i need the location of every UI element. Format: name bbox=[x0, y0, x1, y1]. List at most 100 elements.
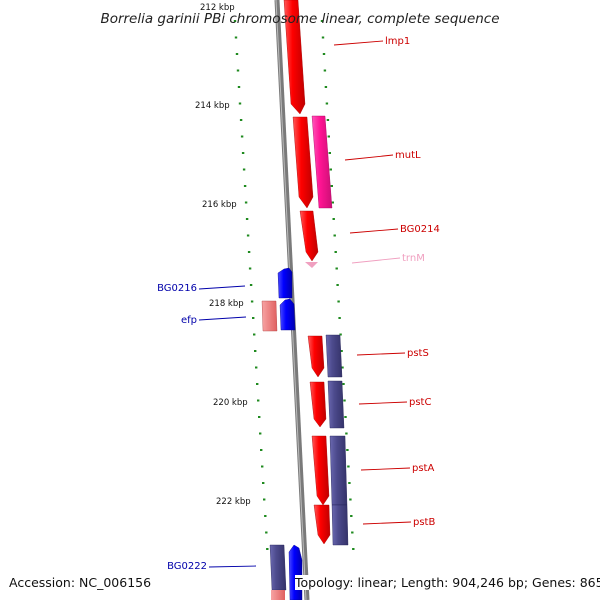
kbp-label-222: 222 kbp bbox=[216, 497, 251, 507]
scale-tick-left bbox=[235, 53, 239, 55]
accession-label: Accession: NC_006156 bbox=[9, 575, 152, 590]
gene-label-BG0214[interactable]: BG0214 bbox=[400, 224, 440, 235]
scale-tick-left bbox=[252, 317, 255, 319]
scale-tick-right bbox=[322, 53, 326, 55]
scale-tick-right bbox=[339, 333, 342, 336]
scale-tick-right bbox=[331, 201, 334, 204]
kbp-label-216: 216 kbp bbox=[202, 200, 237, 210]
gene-pstC-block[interactable] bbox=[309, 380, 345, 429]
gene-BG0214-block[interactable] bbox=[299, 210, 319, 262]
scale-tick-right bbox=[330, 185, 333, 187]
label-connectors bbox=[198, 40, 412, 568]
scale-tick-left bbox=[250, 300, 254, 303]
scale-tick-left bbox=[265, 531, 268, 534]
scale-tick-right bbox=[349, 498, 352, 501]
scale-tick-right bbox=[345, 432, 348, 435]
scale-tick-right bbox=[325, 102, 329, 105]
scale-tick-right bbox=[323, 69, 327, 72]
scale-tick-right bbox=[334, 251, 337, 253]
scale-tick-left bbox=[254, 350, 257, 352]
gene-label-trnM[interactable]: trnM bbox=[402, 253, 425, 264]
scale-tick-left bbox=[242, 168, 246, 171]
scale-tick-left bbox=[243, 185, 247, 187]
scale-tick-left bbox=[255, 366, 258, 369]
topology-summary: Topology: linear; Length: 904,246 bp; Ge… bbox=[295, 575, 600, 590]
gene-trnM-block[interactable] bbox=[305, 262, 318, 268]
scale-tick-left bbox=[253, 333, 256, 336]
gene-pstA-block[interactable] bbox=[311, 435, 348, 506]
scale-tick-left bbox=[234, 36, 238, 39]
scale-tick-left bbox=[233, 20, 237, 22]
scale-tick-left bbox=[236, 69, 240, 72]
gene-label-pstA[interactable]: pstA bbox=[412, 463, 434, 474]
kbp-label-212: 212 kbp bbox=[200, 3, 235, 13]
scale-tick-left bbox=[240, 135, 244, 138]
scale-tick-left bbox=[257, 399, 260, 402]
scale-ticks-right bbox=[320, 20, 355, 550]
scale-tick-left bbox=[263, 498, 266, 501]
scale-tick-right bbox=[351, 531, 354, 534]
scale-tick-right bbox=[336, 284, 339, 286]
scale-tick-right bbox=[320, 20, 324, 22]
scale-ticks-left bbox=[233, 20, 269, 550]
gene-mutL-block[interactable] bbox=[292, 115, 333, 209]
gene-pstS-block[interactable] bbox=[307, 334, 343, 378]
scale-tick-right bbox=[329, 168, 332, 171]
backbone-strand bbox=[274, 0, 310, 600]
gene-BG0216-block[interactable] bbox=[277, 267, 296, 331]
scale-tick-left bbox=[266, 548, 269, 550]
gene-label-BG0216[interactable]: BG0216 bbox=[157, 283, 197, 294]
gene-label-lmp1[interactable]: lmp1 bbox=[385, 36, 410, 47]
scale-tick-left bbox=[249, 284, 253, 286]
scale-tick-left bbox=[261, 465, 264, 468]
scale-tick-right bbox=[333, 234, 336, 237]
scale-tick-right bbox=[337, 300, 340, 303]
scale-tick-right bbox=[348, 482, 351, 484]
scale-tick-right bbox=[342, 383, 345, 385]
map-title: Borrelia garinii PBi chromosome linear, … bbox=[100, 11, 499, 27]
scale-tick-right bbox=[344, 416, 347, 418]
scale-tick-left bbox=[259, 432, 262, 435]
scale-tick-right bbox=[324, 86, 328, 88]
gene-pstB-block[interactable] bbox=[313, 504, 349, 546]
scale-tick-left bbox=[239, 119, 243, 121]
scale-tick-left bbox=[248, 267, 252, 270]
scale-tick-left bbox=[260, 449, 263, 451]
scale-tick-right bbox=[343, 399, 346, 402]
gene-label-pstC[interactable]: pstC bbox=[409, 397, 431, 408]
scale-tick-left bbox=[246, 234, 250, 237]
gene-label-mutL[interactable]: mutL bbox=[395, 150, 421, 161]
scale-tick-right bbox=[327, 135, 330, 138]
scale-tick-right bbox=[340, 350, 343, 352]
scale-tick-left bbox=[237, 86, 241, 88]
kbp-label-214: 214 kbp bbox=[195, 101, 230, 111]
scale-tick-right bbox=[346, 449, 349, 451]
gene-BG0222-block[interactable] bbox=[269, 544, 303, 600]
scale-tick-right bbox=[347, 465, 350, 468]
scale-tick-right bbox=[341, 366, 344, 369]
scale-tick-left bbox=[256, 383, 259, 385]
scale-tick-left bbox=[264, 515, 267, 517]
scale-tick-right bbox=[326, 119, 330, 121]
gene-label-pstB[interactable]: pstB bbox=[413, 517, 435, 528]
scale-tick-left bbox=[244, 201, 248, 204]
gene-lmp1-block[interactable] bbox=[283, 0, 306, 115]
scale-tick-right bbox=[350, 515, 353, 517]
scale-tick-right bbox=[352, 548, 355, 550]
gene-efp-block[interactable] bbox=[261, 300, 278, 332]
kbp-label-220: 220 kbp bbox=[213, 398, 248, 408]
scale-tick-left bbox=[247, 251, 251, 253]
scale-tick-left bbox=[245, 218, 249, 220]
scale-tick-left bbox=[241, 152, 245, 154]
scale-tick-right bbox=[328, 152, 331, 154]
scale-tick-right bbox=[338, 317, 341, 319]
gene-label-efp[interactable]: efp bbox=[181, 315, 197, 326]
scale-tick-left bbox=[262, 482, 265, 484]
scale-tick-right bbox=[335, 267, 338, 270]
gene-label-pstS[interactable]: pstS bbox=[407, 348, 429, 359]
scale-tick-left bbox=[238, 102, 242, 105]
gene-label-BG0222[interactable]: BG0222 bbox=[167, 561, 207, 572]
scale-tick-right bbox=[321, 36, 325, 39]
kbp-label-218: 218 kbp bbox=[209, 299, 244, 309]
